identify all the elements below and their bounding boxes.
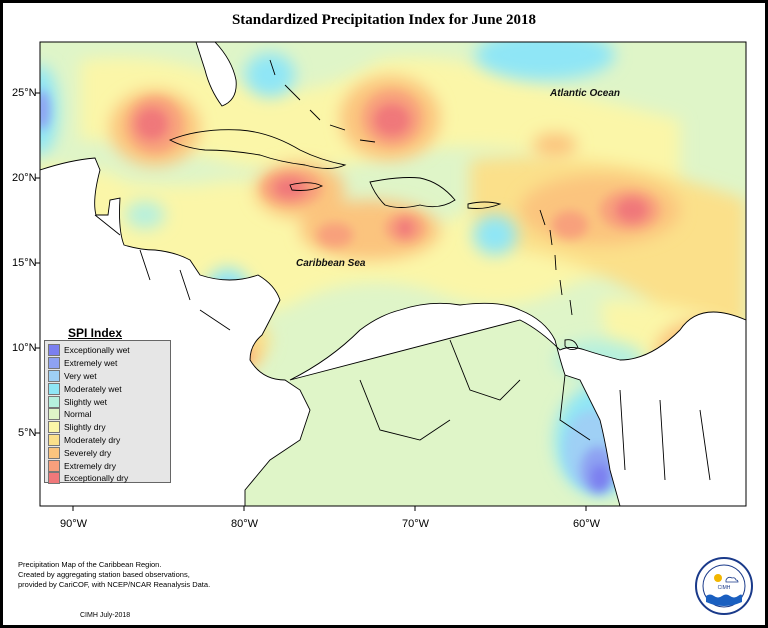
wet-area-hispaniola-s <box>473 215 517 255</box>
legend-label: Extremely dry <box>64 460 116 471</box>
lon-label-90w: 90°W <box>60 518 88 530</box>
legend-swatch <box>48 344 60 357</box>
legend-label: Normal <box>64 409 92 420</box>
legend-items: Exceptionally wet Extremely wet Very wet Mo… <box>48 344 130 485</box>
legend-item: Slightly wet <box>48 395 130 408</box>
legend-swatch <box>48 382 60 395</box>
jamaica-outline <box>289 182 324 191</box>
lat-label-20n: 20°N <box>12 172 37 184</box>
exdry-carib-1 <box>317 223 353 247</box>
lon-ticks <box>72 506 587 511</box>
land-florida <box>195 42 237 107</box>
footer-line: Created by aggregating station based obs… <box>18 570 190 579</box>
exceptionally-dry-jamaica <box>274 178 306 198</box>
lat-label-25n: 25°N <box>12 87 37 99</box>
lat-ticks <box>35 92 40 434</box>
footer-line: Precipitation Map of the Caribbean Regio… <box>18 560 162 569</box>
legend-item: Slightly dry <box>48 421 130 434</box>
legend-box <box>44 340 171 483</box>
legend-item: Exceptionally dry <box>48 472 130 485</box>
trinidad-outline <box>564 339 579 351</box>
legend-label: Slightly wet <box>64 396 107 407</box>
lat-label-5n: 5°N <box>18 427 37 439</box>
legend-item: Extremely wet <box>48 357 130 370</box>
legend-label: Very wet <box>64 370 97 381</box>
hispaniola-outline <box>369 177 456 208</box>
exceptionally-dry-carib <box>397 220 413 236</box>
cuba-outline <box>168 129 347 169</box>
legend-title: SPI Index <box>68 326 123 340</box>
lon-label-70w: 70°W <box>402 518 430 530</box>
islands <box>94 59 711 481</box>
exceptionally-dry-east <box>616 198 648 222</box>
wet-area-bahamas-n <box>245 53 295 97</box>
wet-area-northeast <box>475 42 615 80</box>
legend-label: Extremely wet <box>64 358 118 369</box>
legend-swatch <box>48 421 60 434</box>
legend-swatch <box>48 472 60 485</box>
wet-west-edge-core <box>40 90 50 130</box>
legend-swatch <box>48 395 60 408</box>
legend-swatch <box>48 459 60 472</box>
legend-item: Severely dry <box>48 446 130 459</box>
legend-swatch <box>48 369 60 382</box>
wave-icon <box>706 594 742 606</box>
exceptionally-dry-cuba-w <box>136 108 168 140</box>
legend-label: Moderately dry <box>64 434 121 445</box>
legend-item: Moderately dry <box>48 433 130 447</box>
label-atlantic-ocean: Atlantic Ocean <box>550 88 621 99</box>
legend-swatch <box>48 433 60 446</box>
lat-label-10n: 10°N <box>12 342 37 354</box>
footer-line: provided by CariCOF, with NCEP/NCAR Rean… <box>18 580 211 589</box>
legend-item: Exceptionally wet <box>48 344 130 357</box>
land-south-america <box>289 302 746 506</box>
lat-label-15n: 15°N <box>12 257 37 269</box>
exdry-east-2 <box>552 211 588 239</box>
footer-credit: CIMH July-2018 <box>80 612 131 619</box>
map-border <box>39 41 747 507</box>
cloud-icon <box>725 576 739 583</box>
lon-label-60w: 60°W <box>573 518 601 530</box>
sun-icon <box>714 574 722 582</box>
legend-item: Normal <box>48 408 130 421</box>
legend-swatch <box>48 357 60 370</box>
exceptionally-wet-guyana <box>590 464 610 492</box>
legend-swatch <box>48 408 60 421</box>
wet-area-cayman <box>125 201 165 229</box>
legend-item: Extremely dry <box>48 459 130 472</box>
legend-label: Exceptionally wet <box>64 345 130 356</box>
legend-swatch <box>48 446 60 459</box>
logo-text: CIMH <box>718 585 731 591</box>
legend-label: Exceptionally dry <box>64 473 129 484</box>
legend-label: Moderately wet <box>64 383 122 394</box>
cimh-logo: CIMH <box>695 557 753 615</box>
map-title: Standardized Precipitation Index for Jun… <box>231 12 537 28</box>
lesser-antilles-outline <box>539 209 573 316</box>
legend-label: Slightly dry <box>64 422 106 433</box>
footer-note: Precipitation Map of the Caribbean Regio… <box>18 560 210 590</box>
puerto-rico-outline <box>467 201 502 209</box>
legend-label: Severely dry <box>64 447 112 458</box>
label-caribbean-sea: Caribbean Sea <box>296 258 366 269</box>
bahamas-outline <box>269 59 376 143</box>
country-borders <box>94 214 711 481</box>
severe-dry-lesser-ant <box>533 133 577 157</box>
exceptionally-dry-bahamas <box>374 104 410 136</box>
lon-label-80w: 80°W <box>231 518 259 530</box>
legend-item: Moderately wet <box>48 382 130 395</box>
legend-item: Very wet <box>48 369 130 383</box>
